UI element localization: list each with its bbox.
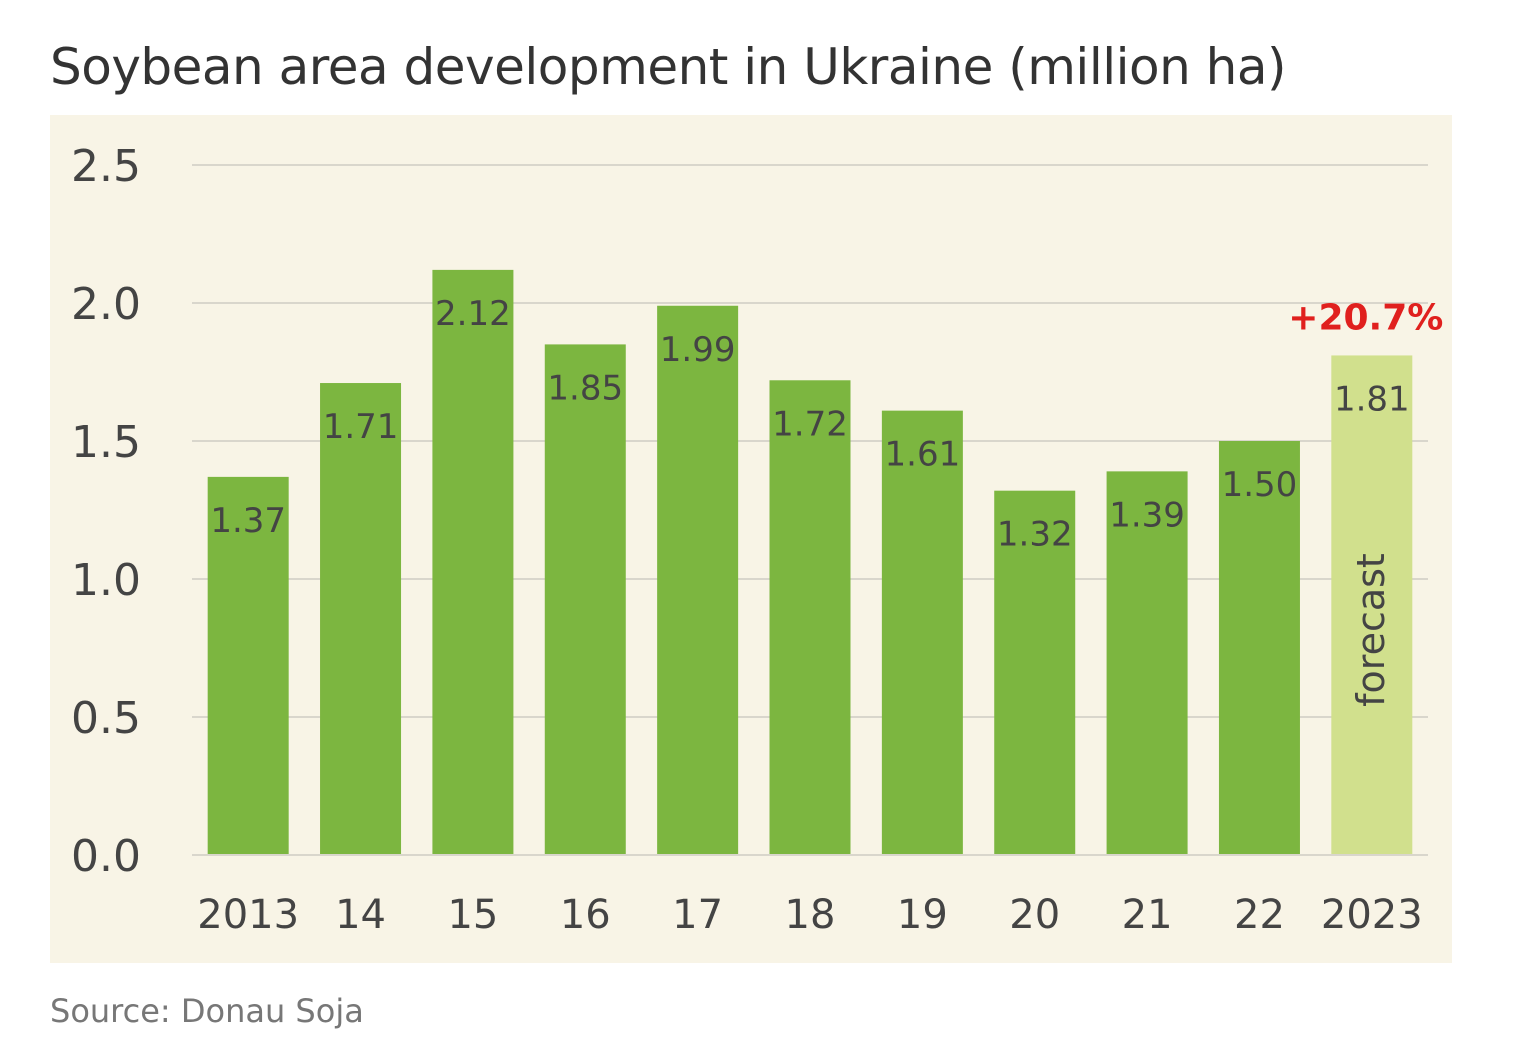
y-tick-label: 0.5 [71, 693, 141, 744]
bar [544, 344, 626, 855]
chart-title: Soybean area development in Ukraine (mil… [50, 38, 1287, 96]
x-tick-label: 18 [785, 892, 836, 938]
value-labels: 1.37 1.71 2.12 1.85 1.99 1.72 1.61 1.32 1.39 1.50… [210, 294, 1443, 707]
forecast-label: forecast [1349, 553, 1393, 707]
bar [769, 380, 851, 855]
x-tick-label: 15 [447, 892, 498, 938]
value-label: 1.99 [660, 330, 736, 370]
bar [994, 490, 1076, 855]
value-label: 1.61 [885, 435, 961, 475]
x-tick-label: 20 [1009, 892, 1060, 938]
x-axis-ticks: 2013 14 15 16 17 18 19 20 21 22 2023 [197, 892, 1422, 938]
x-tick-label: 17 [672, 892, 723, 938]
y-tick-label: 2.5 [71, 141, 141, 192]
y-tick-label: 0.0 [71, 831, 141, 882]
value-label: 1.72 [772, 404, 848, 444]
value-label: 1.39 [1109, 495, 1185, 535]
x-tick-label: 2013 [197, 892, 299, 938]
bar [1218, 441, 1300, 855]
value-label: 1.71 [323, 407, 399, 447]
value-label: 1.81 [1334, 379, 1410, 419]
x-tick-label: 19 [897, 892, 948, 938]
bar [881, 410, 963, 855]
value-label: 1.37 [210, 501, 286, 541]
forecast-bar [1331, 355, 1413, 855]
value-label: 1.85 [547, 368, 623, 408]
bar [1106, 471, 1188, 855]
bar [432, 269, 514, 855]
change-annotation: +20.7% [1288, 297, 1443, 338]
x-tick-label: 16 [560, 892, 611, 938]
bars [207, 269, 1413, 855]
x-tick-label: 14 [335, 892, 386, 938]
y-axis-ticks: 0.0 0.5 1.0 1.5 2.0 2.5 [71, 141, 141, 882]
source-note: Source: Donau Soja [50, 992, 364, 1030]
value-label: 2.12 [435, 294, 511, 334]
value-label: 1.50 [1222, 465, 1298, 505]
value-label: 1.32 [997, 515, 1073, 555]
x-tick-label: 2023 [1321, 892, 1423, 938]
bar [320, 383, 402, 855]
y-tick-label: 1.0 [71, 555, 141, 606]
y-tick-label: 1.5 [71, 417, 141, 468]
x-tick-label: 22 [1234, 892, 1285, 938]
bar [207, 476, 289, 855]
y-tick-label: 2.0 [71, 279, 141, 330]
x-tick-label: 21 [1122, 892, 1173, 938]
bar [657, 305, 739, 855]
